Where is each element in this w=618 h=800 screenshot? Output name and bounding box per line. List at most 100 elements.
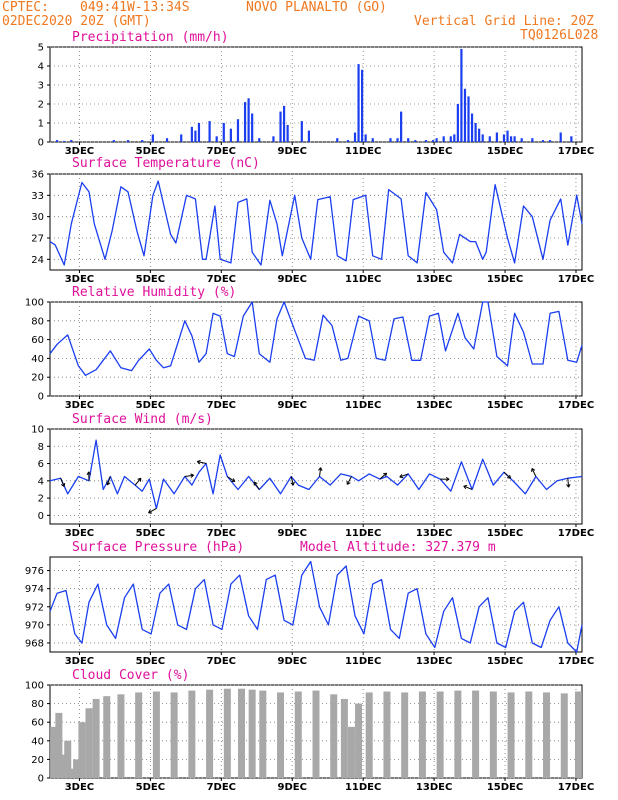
pressure-frame <box>49 556 583 653</box>
precip-bar <box>165 138 169 142</box>
precip-bar <box>520 138 523 142</box>
wind-frame <box>49 428 583 525</box>
humidity-ytick-label: 100 <box>25 298 44 309</box>
wind-arrow-shaft <box>319 467 322 477</box>
wind-arrow-head <box>531 467 536 472</box>
cloud-ytick-label: 60 <box>31 718 44 729</box>
precip-bar <box>215 136 218 142</box>
pressure-xtick-label: 15DEC <box>487 656 523 667</box>
header-run-date: 02DEC2020 20Z (GMT) <box>2 14 151 29</box>
wind-arrow-head <box>106 481 111 486</box>
precip-bar <box>506 130 509 142</box>
header-location: NOVO PLANALTO (GO) <box>246 0 387 15</box>
humidity-ytick-label: 0 <box>38 392 44 403</box>
precip-bar <box>251 113 254 142</box>
precip-ytick-label: 5 <box>38 43 44 54</box>
cloud-bar <box>454 690 462 778</box>
precip-bar <box>194 130 197 142</box>
precip-bar <box>481 134 484 142</box>
cloud-bar <box>355 703 363 778</box>
precip-bar <box>371 138 374 142</box>
precip-bar <box>336 138 339 142</box>
precip-bar <box>126 140 130 142</box>
precip-xtick-label: 13DEC <box>416 146 452 157</box>
cloud-bar <box>92 698 100 778</box>
wind-arrow-head <box>290 481 295 486</box>
cloud-bar <box>340 698 348 778</box>
wind-arrow-shaft <box>379 472 387 480</box>
cloud-ytick-label: 40 <box>31 736 44 747</box>
precip-bar <box>208 121 211 142</box>
precip-bar <box>570 136 573 142</box>
wind-arrow-shaft <box>567 478 570 488</box>
precip-bar <box>243 102 247 142</box>
cloud-bar <box>525 691 533 778</box>
cloud-bar <box>67 768 75 778</box>
wind-xtick-label: 13DEC <box>416 528 452 539</box>
precip-xtick-label: 7DEC <box>207 146 236 157</box>
precip-bar <box>236 119 240 142</box>
header-coords: 049:41W-13:34S <box>80 0 190 15</box>
cloud-bar <box>206 689 214 778</box>
cloud-ytick-label: 0 <box>38 774 44 785</box>
pressure-xtick-label: 13DEC <box>416 656 452 667</box>
precip-bar <box>222 123 225 142</box>
humidity-ytick-label: 40 <box>31 354 44 365</box>
precip-bar <box>495 132 498 142</box>
wind-arrow-shaft <box>134 477 142 486</box>
cloud-bar <box>238 688 246 778</box>
wind-arrow-shaft <box>290 476 294 486</box>
precip-ytick-label: 0 <box>38 138 44 149</box>
precip-bar <box>151 134 154 142</box>
wind-xtick-label: 9DEC <box>278 528 307 539</box>
temperature-ytick-label: 30 <box>31 212 44 223</box>
wind-arrow-head <box>346 480 351 485</box>
precip-bar <box>364 134 367 142</box>
cloud-bar <box>347 726 355 778</box>
precip-bar <box>357 64 360 142</box>
wind-arrow-shaft <box>197 461 207 465</box>
wind-xtick-label: 7DEC <box>207 528 236 539</box>
humidity-series-line <box>49 301 583 376</box>
precip-xtick-label: 3DEC <box>65 146 94 157</box>
temperature-xtick-label: 13DEC <box>416 274 452 285</box>
precip-bar <box>509 136 513 142</box>
cloud-xtick-label: 7DEC <box>207 782 236 793</box>
pressure-ytick-label: 968 <box>25 638 44 649</box>
temperature-xtick-label: 15DEC <box>487 274 523 285</box>
wind-xtick-label: 5DEC <box>136 528 165 539</box>
humidity-ytick-label: 60 <box>31 335 44 346</box>
temperature-series-line <box>49 180 583 266</box>
precip-bar <box>307 130 311 142</box>
precip-bar <box>279 111 282 142</box>
precip-bar <box>453 134 456 142</box>
wind-xtick-label: 17DEC <box>558 528 594 539</box>
wind-arrow-head <box>86 471 92 476</box>
wind-arrow-head <box>190 473 195 478</box>
wind-title: Surface Wind (m/s) <box>72 412 213 427</box>
cloud-bar <box>560 693 568 778</box>
cloud-bar <box>330 694 338 778</box>
wind-arrow-head <box>383 472 388 477</box>
pressure-ytick-label: 972 <box>25 602 44 613</box>
temperature-ytick-label: 24 <box>31 255 44 266</box>
pressure-xtick-label: 3DEC <box>65 656 94 667</box>
cloud-bar <box>170 692 178 778</box>
precip-ytick-label: 3 <box>38 81 44 92</box>
humidity-xtick-label: 5DEC <box>136 400 165 411</box>
cloud-bar <box>60 754 68 778</box>
wind-arrow-shaft <box>346 476 352 485</box>
precip-bar <box>247 98 250 142</box>
humidity-xtick-label: 15DEC <box>487 400 523 411</box>
cloud-bar <box>294 691 302 778</box>
cloud-bar <box>574 691 582 778</box>
precip-title: Precipitation (mm/h) <box>72 30 229 45</box>
cloud-bar <box>365 692 373 778</box>
cloud-bar <box>277 692 285 778</box>
cloud-bar <box>55 712 63 778</box>
cloud-bar <box>117 694 125 778</box>
pressure-xtick-label: 5DEC <box>136 656 165 667</box>
pressure-series-line <box>49 560 583 653</box>
precip-bar <box>449 136 452 142</box>
pressure-xtick-label: 17DEC <box>558 656 594 667</box>
